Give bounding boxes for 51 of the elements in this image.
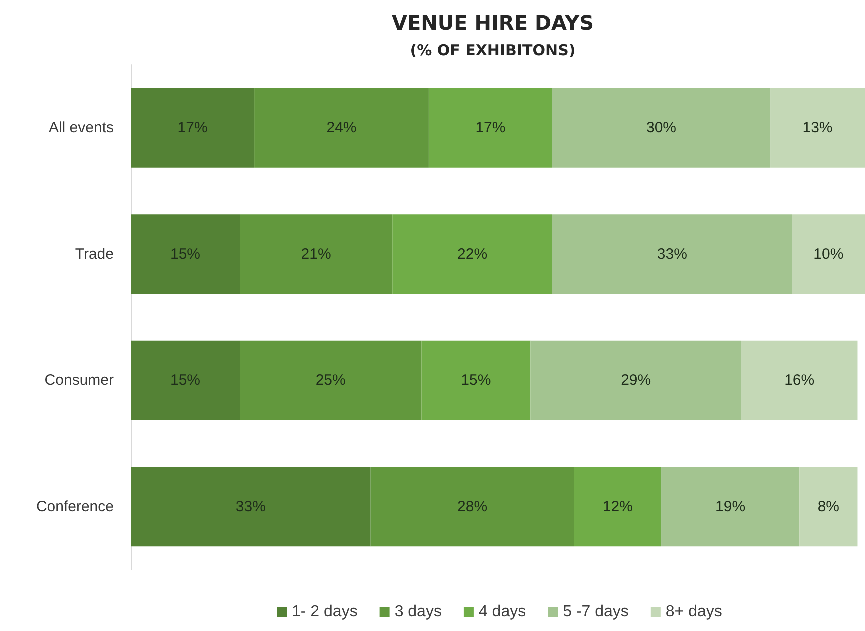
- chart-subtitle: (% OF EXHIBITONS): [410, 42, 576, 60]
- data-label: 22%: [458, 246, 488, 263]
- data-label: 13%: [802, 120, 833, 137]
- bar: [422, 340, 531, 420]
- data-label: 16%: [784, 372, 815, 390]
- data-label: 12%: [602, 498, 633, 516]
- legend-label: 1- 2 days: [292, 604, 358, 620]
- legend-label: 4 days: [478, 604, 526, 620]
- data-label: 17%: [476, 120, 506, 137]
- data-label: 30%: [646, 120, 677, 137]
- bar: [574, 467, 662, 547]
- data-label: 19%: [716, 498, 746, 516]
- data-label: 28%: [458, 498, 488, 516]
- data-label: 24%: [326, 120, 357, 137]
- legend-label: 5 -7 days: [563, 604, 629, 620]
- bar: [254, 88, 429, 168]
- data-label: 29%: [621, 372, 652, 390]
- bar: [131, 467, 371, 547]
- data-label: 15%: [170, 372, 201, 390]
- data-label: 8%: [818, 498, 840, 516]
- data-label: 17%: [178, 120, 208, 137]
- legend-label: 3 days: [394, 604, 442, 620]
- bar: [428, 88, 553, 168]
- data-label: 15%: [461, 372, 492, 390]
- data-label: 33%: [236, 498, 266, 516]
- data-label: 15%: [170, 246, 201, 263]
- bar: [392, 214, 553, 294]
- bar: [552, 88, 771, 168]
- y-tick-label: Conference: [36, 498, 114, 516]
- y-tick-label: All events: [48, 120, 114, 137]
- data-label: 25%: [316, 372, 346, 390]
- bar: [792, 214, 865, 294]
- bar: [131, 340, 240, 420]
- bar: [240, 340, 422, 420]
- bar: [131, 88, 255, 168]
- data-label: 10%: [814, 246, 844, 263]
- bar: [530, 340, 742, 420]
- data-label: 21%: [301, 246, 332, 263]
- legend-label: 8+ days: [666, 604, 722, 620]
- data-label: 33%: [657, 246, 688, 263]
- bar: [131, 214, 240, 294]
- bar: [770, 88, 865, 168]
- bar: [370, 467, 574, 547]
- bar: [240, 214, 393, 294]
- bar: [800, 467, 858, 547]
- bar: [741, 340, 858, 420]
- y-tick-label: Consumer: [44, 372, 114, 390]
- y-tick-label: Trade: [75, 246, 114, 263]
- bar: [662, 467, 800, 547]
- chart-title: VENUE HIRE DAYS: [392, 11, 594, 35]
- bar: [552, 214, 792, 294]
